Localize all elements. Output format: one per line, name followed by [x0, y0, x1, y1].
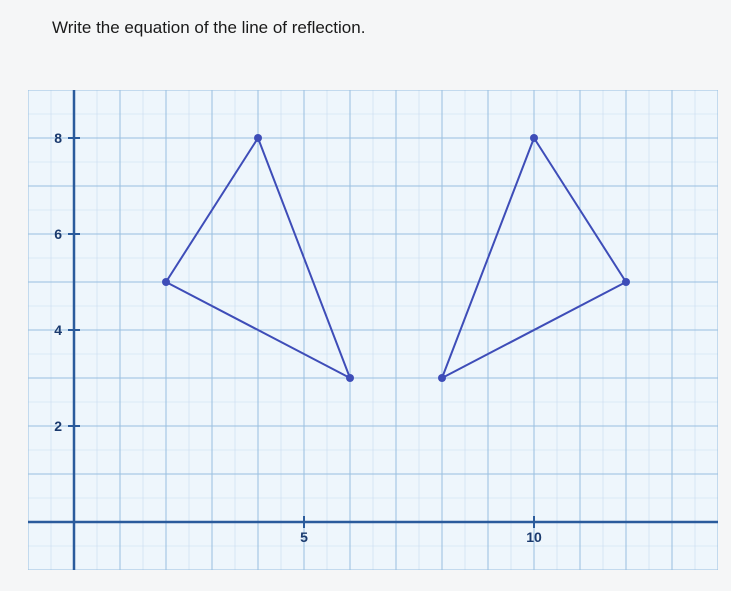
svg-text:4: 4: [54, 322, 62, 338]
svg-text:6: 6: [54, 226, 62, 242]
svg-text:2: 2: [54, 418, 62, 434]
reflection-graph: 2 4 6 8 5 10: [28, 90, 718, 570]
svg-text:8: 8: [54, 130, 62, 146]
svg-text:5: 5: [300, 529, 308, 545]
question-prompt: Write the equation of the line of reflec…: [52, 18, 365, 38]
coordinate-grid: 2 4 6 8 5 10: [28, 90, 718, 570]
svg-text:10: 10: [526, 529, 542, 545]
